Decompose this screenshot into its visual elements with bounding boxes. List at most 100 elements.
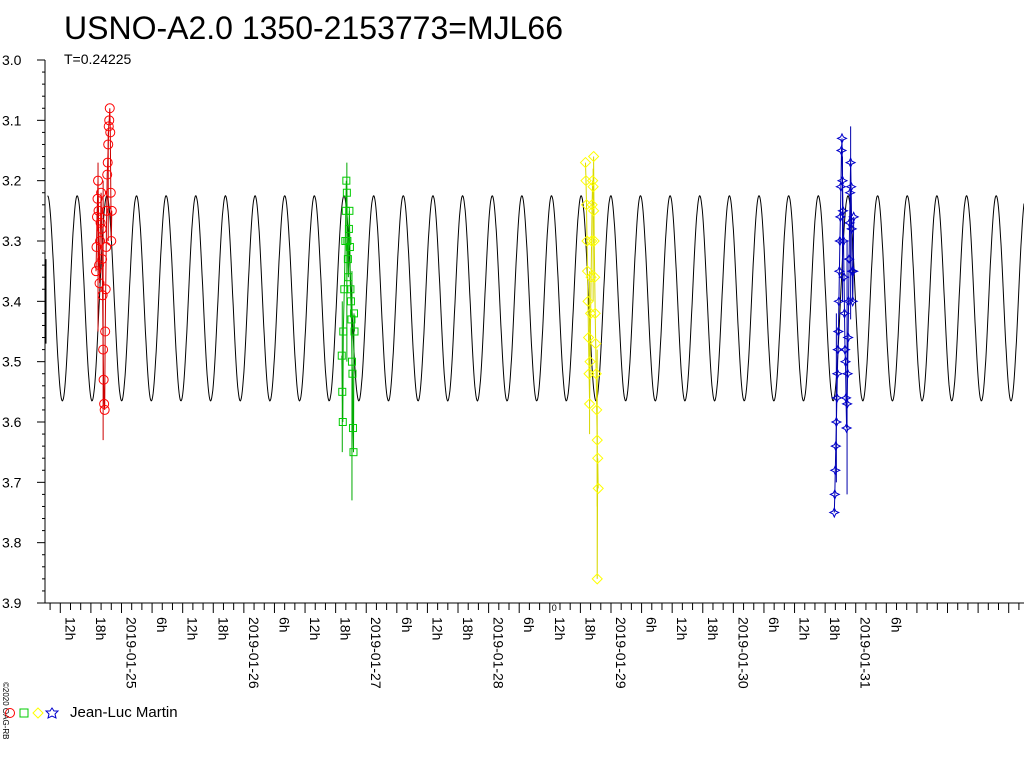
data-point [844,186,856,199]
legend-square-icon [19,708,29,717]
data-point [837,205,849,217]
legend-star-icon [44,706,60,719]
data-point [846,295,859,308]
data-point [834,235,846,247]
x-tick-label: 12h [62,617,78,640]
data-point [833,265,846,277]
data-point [837,235,850,247]
data-point [97,290,108,301]
data-point [344,224,353,233]
data-point [844,156,857,169]
series-line [585,156,599,579]
data-point [831,367,844,380]
data-point [588,271,601,283]
data-point [579,156,592,169]
data-point [836,132,848,145]
data-point [344,273,353,282]
data-point [338,387,347,396]
data-point [847,211,860,223]
x-tick-label: 6h [399,617,415,633]
data-point [342,188,351,197]
x-tick-label: 6h [888,617,904,633]
x-tick-label: 6h [766,617,782,633]
data-point [839,343,851,356]
data-point [93,175,104,186]
x-tick-label: 2019-01-25 [123,617,139,689]
data-point [105,127,116,138]
x-tick-label: 2019-01-29 [613,617,629,689]
data-point [847,265,859,277]
data-point [591,434,603,446]
x-tick-label: 12h [797,617,813,640]
data-point [99,398,110,409]
data-point [590,368,602,380]
data-point [350,327,359,336]
data-point [591,404,603,416]
data-point [831,392,843,404]
data-point [347,315,356,324]
y-tick-label: 3.2 [2,173,22,189]
model-curve-layer [45,195,1024,402]
data-point [839,356,852,368]
data-point [103,121,114,132]
data-point [105,187,116,198]
data-point [835,181,847,193]
data-point [829,488,841,501]
x-tick-label: 6h [154,617,170,633]
data-point [830,440,842,452]
data-point [106,236,117,246]
x-tick-label: 6h [644,617,660,633]
y-tick-label: 3.6 [2,414,22,430]
data-point [348,424,357,433]
data-point [339,327,348,336]
data-point [349,309,358,318]
data-point [838,271,850,283]
data-point [582,331,595,344]
data-point [586,174,599,187]
x-tick-label: 12h [185,617,201,640]
data-point [343,255,352,264]
data-point [102,157,113,168]
data-point [349,448,358,457]
data-point [106,205,117,216]
x-tick-label: 12h [552,617,568,640]
period-label: T=0.24225 [64,51,132,67]
data-point [833,295,845,308]
data-point [830,416,843,428]
data-point [94,278,105,289]
data-point [846,223,858,235]
model-curve [47,195,1024,402]
data-point [90,266,101,277]
y-tick-label: 3.0 [2,52,22,68]
data-point [587,205,600,217]
legend: Jean-Luc Martin [4,704,178,721]
x-tick-label: 12h [307,617,323,640]
data-point [92,211,103,222]
data-point [840,422,853,434]
data-point [585,271,597,283]
data-point [347,357,356,366]
data-point [102,169,113,180]
y-tick-label: 3.8 [2,535,22,551]
series-line [341,180,355,453]
x-tick-label: 2019-01-30 [735,617,751,689]
data-point [587,150,600,163]
data-point [584,355,596,368]
data-point [98,374,109,385]
x-tick-label: 18h [338,617,354,640]
data-point [841,398,853,410]
data-point [836,174,849,187]
x-tick-label: 18h [215,617,231,640]
data-point [101,242,112,253]
data-point [345,243,354,252]
data-point [591,573,603,585]
data-point [346,297,355,306]
x-tick-label: 2019-01-26 [246,617,262,689]
x-tick-label: 2019-01-27 [368,617,384,689]
x-tick-label: 18h [460,617,476,640]
legend-diamond-icon [32,706,44,719]
data-point [101,205,112,216]
x-tick-label: 18h [827,617,843,640]
x-axis-marker: 0 [552,603,557,613]
x-tick-label: 12h [429,617,445,640]
